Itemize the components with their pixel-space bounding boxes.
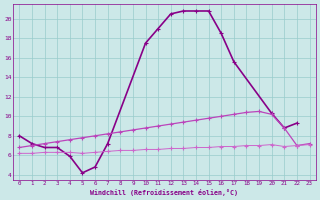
X-axis label: Windchill (Refroidissement éolien,°C): Windchill (Refroidissement éolien,°C) [91, 189, 238, 196]
